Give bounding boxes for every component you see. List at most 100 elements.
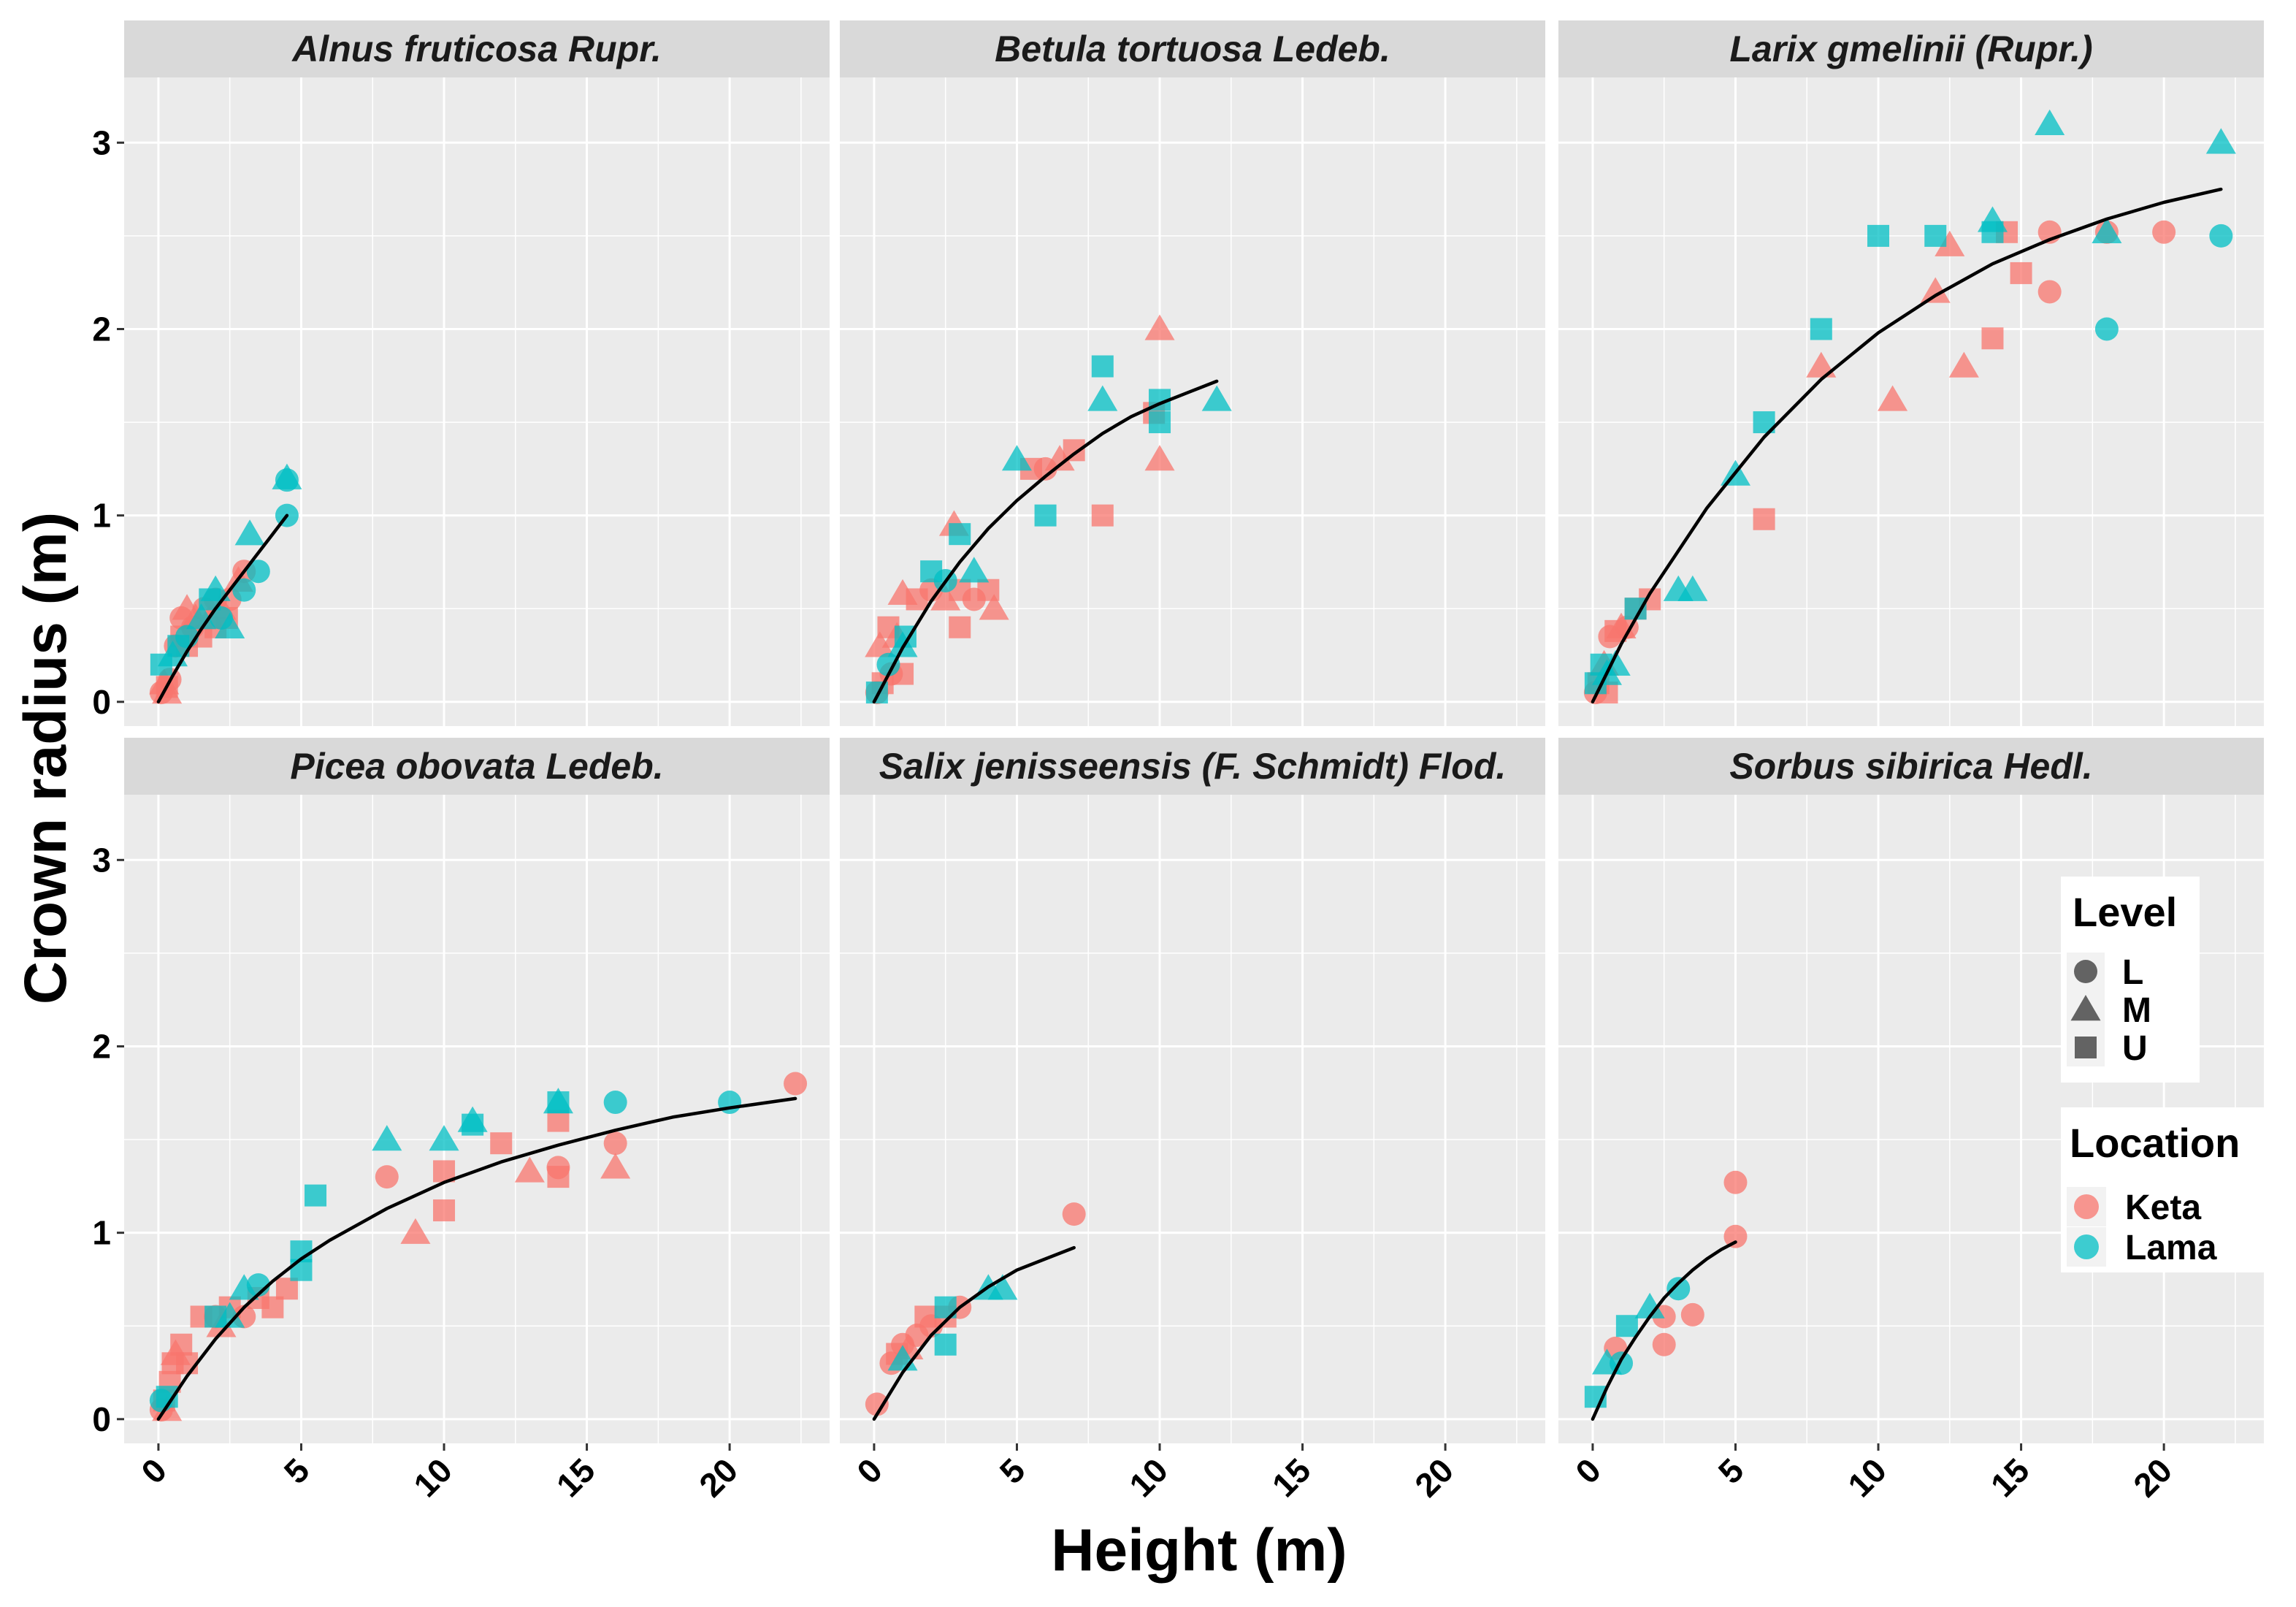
legend-location-label: Keta [2125, 1188, 2201, 1227]
facet-title: Alnus fruticosa Rupr. [291, 28, 662, 69]
data-point-lama-u [1924, 224, 1947, 247]
location-legend-title: Location [2070, 1120, 2240, 1166]
data-point-lama-u [547, 1091, 570, 1114]
facet-strip [840, 738, 1545, 795]
y-tick-label: 0 [92, 1400, 111, 1438]
y-tick-label: 2 [92, 1027, 111, 1065]
data-point-lama-m [987, 1274, 1018, 1300]
facet-panels: Alnus fruticosa Rupr. 0 1 2 3 Betula tortuosa… [92, 20, 2264, 1504]
legend-triangle-icon [2070, 995, 2101, 1021]
data-point-lama-m [215, 612, 245, 638]
facet-title: Betula tortuosa Ledeb. [995, 28, 1390, 69]
data-point-keta-u [275, 1278, 298, 1300]
data-point-lama-l [603, 1091, 627, 1115]
data-point-lama-m [1634, 1292, 1665, 1318]
legend-location-label: Lama [2125, 1229, 2217, 1267]
data-point-lama-l [275, 468, 299, 492]
y-axis-title: Crown radius (m) [12, 512, 79, 1004]
data-point-keta-u [547, 1110, 570, 1132]
data-point-lama-m [2092, 217, 2122, 243]
data-point-lama-m [1087, 385, 1118, 411]
facet-title: Larix gmelinii (Rupr.) [1729, 28, 2092, 69]
data-point-lama-m [2205, 128, 2236, 154]
legend-level-label: M [2122, 991, 2151, 1030]
data-point-keta-m [1935, 230, 1965, 256]
data-point-lama-m [2035, 109, 2065, 135]
y-tick-label: 3 [92, 841, 111, 879]
facet-strip [124, 738, 830, 795]
legend-circle-icon [2074, 1234, 2099, 1259]
fit-line [156, 514, 289, 704]
data-point-keta-l [1723, 1170, 1748, 1194]
facet-title: Sorbus sibirica Hedl. [1729, 746, 2092, 787]
data-point-lama-m [1977, 206, 2008, 232]
data-point-lama-u [949, 523, 971, 546]
data-point-keta-l [2152, 220, 2176, 244]
data-point-lama-u [1810, 318, 1832, 340]
data-point-keta-m [1878, 385, 1908, 411]
data-point-lama-u [305, 1184, 327, 1207]
y-tick-label: 1 [92, 1214, 111, 1252]
data-point-lama-u [1034, 504, 1057, 527]
data-point-keta-l [603, 1131, 627, 1156]
facet-title: Picea obovata Ledeb. [290, 746, 663, 787]
data-point-keta-l [1062, 1202, 1086, 1226]
data-point-keta-m [1806, 351, 1837, 378]
data-point-keta-m [400, 1218, 431, 1244]
data-point-keta-l [865, 1392, 889, 1416]
data-point-keta-m [865, 631, 895, 657]
facet-larix-gmelinii-rupr: Larix gmelinii (Rupr.) [1558, 20, 2264, 726]
facet-strip [840, 20, 1545, 77]
legend-level-label: U [2122, 1029, 2148, 1068]
data-point-keta-u [1753, 508, 1775, 530]
data-point-lama-m [215, 1302, 245, 1328]
data-point-keta-m [600, 1153, 631, 1179]
data-point-keta-l [784, 1072, 808, 1096]
data-point-lama-l [232, 578, 256, 602]
data-point-lama-m [1201, 385, 1232, 411]
data-point-keta-u [1981, 327, 2004, 350]
facet-salix-jenisseensis-f-schmidt-flod: Salix jenisseensis (F. Schmidt) Flod.0 5 1… [840, 738, 1545, 1504]
data-point-keta-u [547, 1166, 570, 1188]
data-point-lama-l [246, 560, 270, 584]
data-point-keta-u [261, 1296, 284, 1318]
panel-background [124, 77, 830, 726]
data-point-lama-u [462, 1113, 484, 1136]
data-point-lama-l [876, 652, 900, 676]
data-point-lama-m [200, 575, 231, 601]
data-point-lama-l [2094, 317, 2119, 341]
facet-alnus-fruticosa-rupr: Alnus fruticosa Rupr. 0 1 2 3 [92, 20, 830, 726]
data-point-lama-m [234, 519, 265, 546]
data-point-keta-m [514, 1156, 545, 1183]
fit-line [1591, 187, 2223, 704]
data-point-keta-u [1091, 504, 1114, 527]
legend-square-icon [2075, 1037, 2097, 1058]
data-point-keta-m [1920, 277, 1951, 303]
data-point-lama-u [290, 1259, 313, 1281]
data-point-lama-m [429, 1125, 459, 1151]
data-point-keta-m [979, 594, 1009, 620]
data-point-lama-u [1867, 224, 1890, 247]
data-point-keta-l [375, 1165, 399, 1189]
legend-circle-icon [2074, 1194, 2099, 1219]
legend-level-label: L [2122, 953, 2143, 992]
panel-background [1558, 77, 2264, 726]
data-point-keta-l [2037, 280, 2062, 304]
data-point-keta-u [176, 1352, 199, 1375]
panel-background [840, 795, 1545, 1443]
data-point-lama-m [186, 603, 217, 630]
fit-line [1591, 1240, 1737, 1421]
data-point-keta-m [1144, 445, 1175, 471]
y-tick-label: 1 [92, 497, 111, 535]
data-point-lama-u [1149, 411, 1171, 434]
data-point-keta-l [1723, 1224, 1748, 1248]
data-point-lama-l [1610, 1351, 1634, 1375]
data-point-lama-l [2209, 224, 2233, 248]
level-legend-title: Level [2073, 889, 2177, 935]
data-point-keta-l [1652, 1332, 1676, 1356]
data-point-keta-u [490, 1132, 513, 1155]
data-point-lama-m [1677, 575, 1708, 601]
data-point-keta-m [1948, 351, 1979, 378]
